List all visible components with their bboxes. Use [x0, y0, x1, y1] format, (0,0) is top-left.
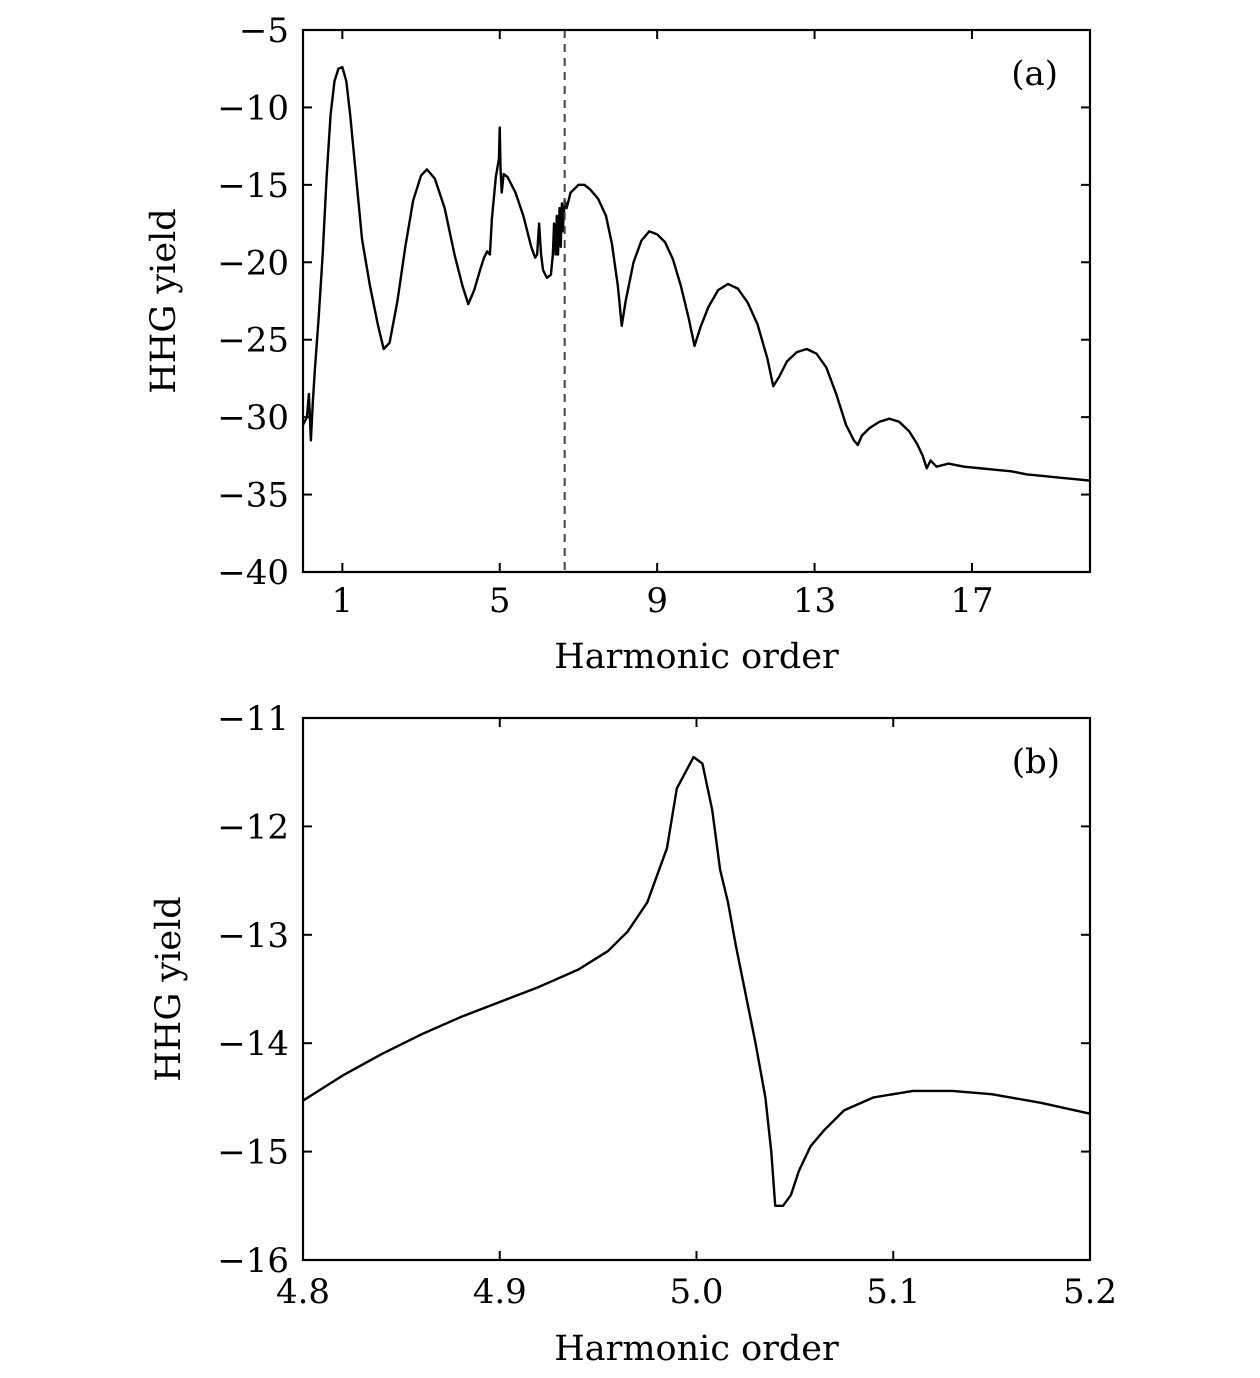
panel-b: 4.8 4.9 5.0 5.1 5.2 −11 −12 −13 −14 −15 −16 Harmoni…	[149, 699, 1117, 1369]
x-axis-title: Harmonic order	[554, 1329, 839, 1369]
panel-a: 1 5 9 13 17 −5 −10 −15 −20 −25 −30 −35 −40 Harmonic o…	[144, 11, 1092, 677]
y-tick-label: −30	[217, 398, 289, 438]
panel-label: (a)	[1011, 54, 1058, 94]
y-tick-label: −35	[217, 476, 289, 516]
y-axis-title: HHG yield	[144, 208, 184, 393]
y-tick-label: −5	[239, 11, 289, 51]
x-tick-label: 5.1	[866, 1272, 920, 1312]
y-tick-label: −14	[217, 1024, 289, 1064]
plot-frame	[301, 716, 1092, 1262]
x-tick-label: 9	[646, 581, 668, 621]
y-tick-label: −40	[217, 553, 289, 593]
y-tick-label: −11	[217, 699, 289, 739]
x-tick-label: 5.2	[1063, 1272, 1117, 1312]
y-tick-label: −12	[217, 807, 289, 847]
x-tick-label: 5.0	[669, 1272, 723, 1312]
x-tick-label: 5	[489, 581, 511, 621]
y-tick-label: −20	[217, 243, 289, 283]
y-tick-label: −10	[217, 88, 289, 128]
y-tick-label: −25	[217, 321, 289, 361]
y-tick-label: −16	[217, 1241, 289, 1281]
y-axis-title: HHG yield	[149, 896, 189, 1081]
series-line	[301, 65, 1091, 482]
y-tick-label: −15	[217, 166, 289, 206]
x-tick-label: 4.9	[473, 1272, 527, 1312]
x-tick-label: 4.8	[276, 1272, 330, 1312]
y-tick-label: −15	[217, 1133, 289, 1173]
x-tick-label: 17	[950, 581, 993, 621]
panel-label: (b)	[1012, 742, 1060, 782]
y-tick-label: −13	[217, 916, 289, 956]
x-tick-label: 13	[793, 581, 836, 621]
series-line	[302, 755, 1091, 1207]
plot-frame	[301, 28, 1092, 574]
x-tick-label: 1	[332, 581, 354, 621]
x-axis-title: Harmonic order	[554, 637, 839, 677]
